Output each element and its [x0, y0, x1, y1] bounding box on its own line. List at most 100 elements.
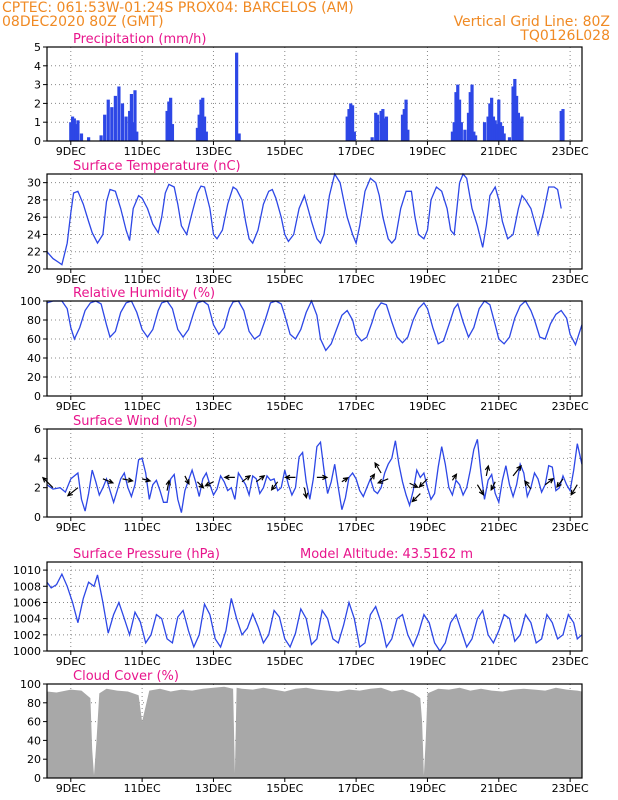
x-tick-label: 23DEC: [552, 400, 589, 413]
precip-bar: [79, 133, 84, 141]
precip-bar: [117, 86, 121, 141]
wind-arrow: [409, 482, 419, 488]
panel-title: Surface Pressure (hPa): [73, 547, 220, 562]
wind-arrow: [484, 464, 491, 477]
y-tick-label: 20: [27, 371, 41, 384]
precip-bar: [124, 116, 128, 141]
wind-arrow: [302, 487, 309, 500]
precip-bar: [495, 124, 499, 141]
y-tick-label: 1010: [13, 564, 41, 577]
precip-bar: [466, 112, 471, 141]
precip-bar: [381, 109, 385, 141]
y-tick-label: 0: [34, 511, 41, 524]
precip-bar: [199, 99, 203, 141]
wind-arrow: [570, 484, 578, 496]
precip-bar: [128, 110, 132, 141]
precip-bar: [99, 135, 103, 141]
precip-bar: [450, 131, 455, 141]
precip-bar: [472, 131, 476, 141]
precip-bar: [110, 107, 114, 141]
x-tick-label: 23DEC: [552, 782, 589, 795]
y-tick-label: 30: [27, 177, 41, 190]
y-tick-label: 20: [27, 263, 41, 276]
series-line: [46, 299, 583, 352]
x-tick-label: 13DEC: [195, 145, 232, 158]
x-tick-label: 15DEC: [266, 782, 303, 795]
wind-arrow: [418, 478, 428, 488]
x-tick-label: 19DEC: [409, 273, 446, 286]
header-line1: CPTEC: 061:53W-01:24S PROX04: BARCELOS (…: [2, 0, 354, 16]
x-tick-label: 19DEC: [409, 782, 446, 795]
y-tick-label: 1006: [13, 596, 41, 609]
precip-bar: [201, 97, 205, 141]
x-tick-label: 13DEC: [195, 521, 232, 534]
precip-bar: [515, 95, 519, 141]
wind-arrow: [316, 474, 329, 481]
precip-bar: [347, 109, 351, 141]
precip-bar: [349, 103, 353, 141]
precip-bar: [513, 78, 517, 141]
precip-bar: [516, 112, 521, 141]
precip-bar: [511, 86, 515, 141]
y-tick-label: 40: [27, 734, 41, 747]
precip-bar: [345, 116, 349, 141]
x-tick-label: 17DEC: [338, 782, 375, 795]
precip-bar: [237, 133, 241, 141]
precip-bar: [486, 116, 490, 141]
precip-bar: [468, 92, 472, 141]
y-tick-label: 22: [27, 246, 41, 259]
precip-bar: [133, 90, 137, 141]
precip-bar: [170, 124, 175, 141]
x-tick-label: 11DEC: [124, 273, 161, 286]
y-tick-label: 1002: [13, 629, 41, 642]
precip-bar: [507, 137, 512, 141]
y-tick-label: 4: [34, 452, 41, 465]
header-grid-line: Vertical Grid Line: 80Z: [453, 14, 610, 30]
precip-bar: [135, 131, 139, 141]
wind-arrow: [341, 477, 350, 483]
panel-2: [43, 172, 583, 273]
x-tick-label: 17DEC: [338, 521, 375, 534]
precip-bar: [197, 114, 201, 141]
x-tick-label: 23DEC: [552, 521, 589, 534]
header-model-id: TQ0126L028: [520, 28, 610, 44]
wind-arrow: [255, 474, 266, 483]
precip-bar: [375, 114, 380, 141]
y-tick-label: 80: [27, 314, 41, 327]
y-tick-label: 60: [27, 716, 41, 729]
x-tick-label: 19DEC: [409, 521, 446, 534]
precip-bar: [456, 84, 460, 141]
precip-bar: [404, 99, 408, 141]
y-tick-label: 0: [34, 135, 41, 148]
x-tick-label: 9DEC: [56, 400, 86, 413]
precip-bar: [520, 116, 524, 141]
y-tick-label: 2: [34, 97, 41, 110]
precip-bar: [350, 105, 355, 141]
x-tick-label: 15DEC: [266, 521, 303, 534]
y-tick-label: 3: [34, 79, 41, 92]
precip-bar: [561, 109, 565, 141]
precip-bar: [202, 116, 207, 141]
x-tick-label: 11DEC: [124, 782, 161, 795]
wind-arrow: [141, 477, 152, 483]
precip-bar: [400, 114, 405, 141]
precip-bar: [559, 110, 563, 141]
x-tick-label: 9DEC: [56, 782, 86, 795]
y-tick-label: 1004: [13, 613, 41, 626]
x-tick-label: 21DEC: [480, 782, 517, 795]
precip-bar: [131, 122, 135, 141]
x-tick-label: 17DEC: [338, 145, 375, 158]
precip-bar: [498, 122, 503, 141]
x-tick-label: 19DEC: [409, 145, 446, 158]
x-tick-label: 9DEC: [56, 273, 86, 286]
precip-bar: [74, 124, 78, 141]
wind-arrow: [556, 478, 564, 488]
precip-bar: [474, 135, 478, 141]
precip-bar: [383, 118, 387, 141]
x-tick-label: 11DEC: [124, 145, 161, 158]
panel-frame: [46, 683, 583, 779]
x-tick-label: 21DEC: [480, 273, 517, 286]
precip-bar: [488, 103, 492, 141]
y-tick-label: 5: [34, 41, 41, 54]
precip-bar: [406, 129, 410, 141]
